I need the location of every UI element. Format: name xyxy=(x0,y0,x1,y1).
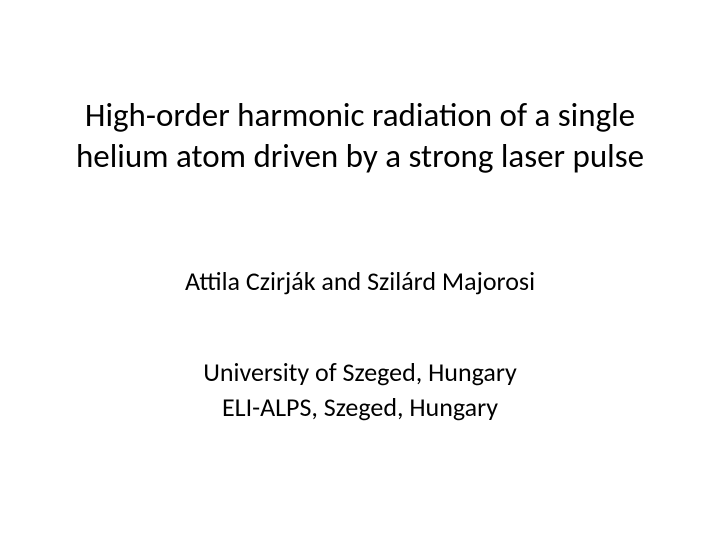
affiliation-line-2: ELI-ALPS, Szeged, Hungary xyxy=(222,391,498,423)
affiliations: University of Szeged, Hungary ELI-ALPS, … xyxy=(0,355,720,425)
affiliation-line-1: University of Szeged, Hungary xyxy=(203,356,517,388)
authors-line: Attila Czirják and Szilárd Majorosi xyxy=(0,265,720,297)
slide-title: High-order harmonic radiation of a singl… xyxy=(0,95,720,178)
title-line-1: High-order harmonic radiation of a singl… xyxy=(85,95,635,135)
title-slide: High-order harmonic radiation of a singl… xyxy=(0,0,720,540)
title-line-2: helium atom driven by a strong laser pul… xyxy=(76,136,644,176)
